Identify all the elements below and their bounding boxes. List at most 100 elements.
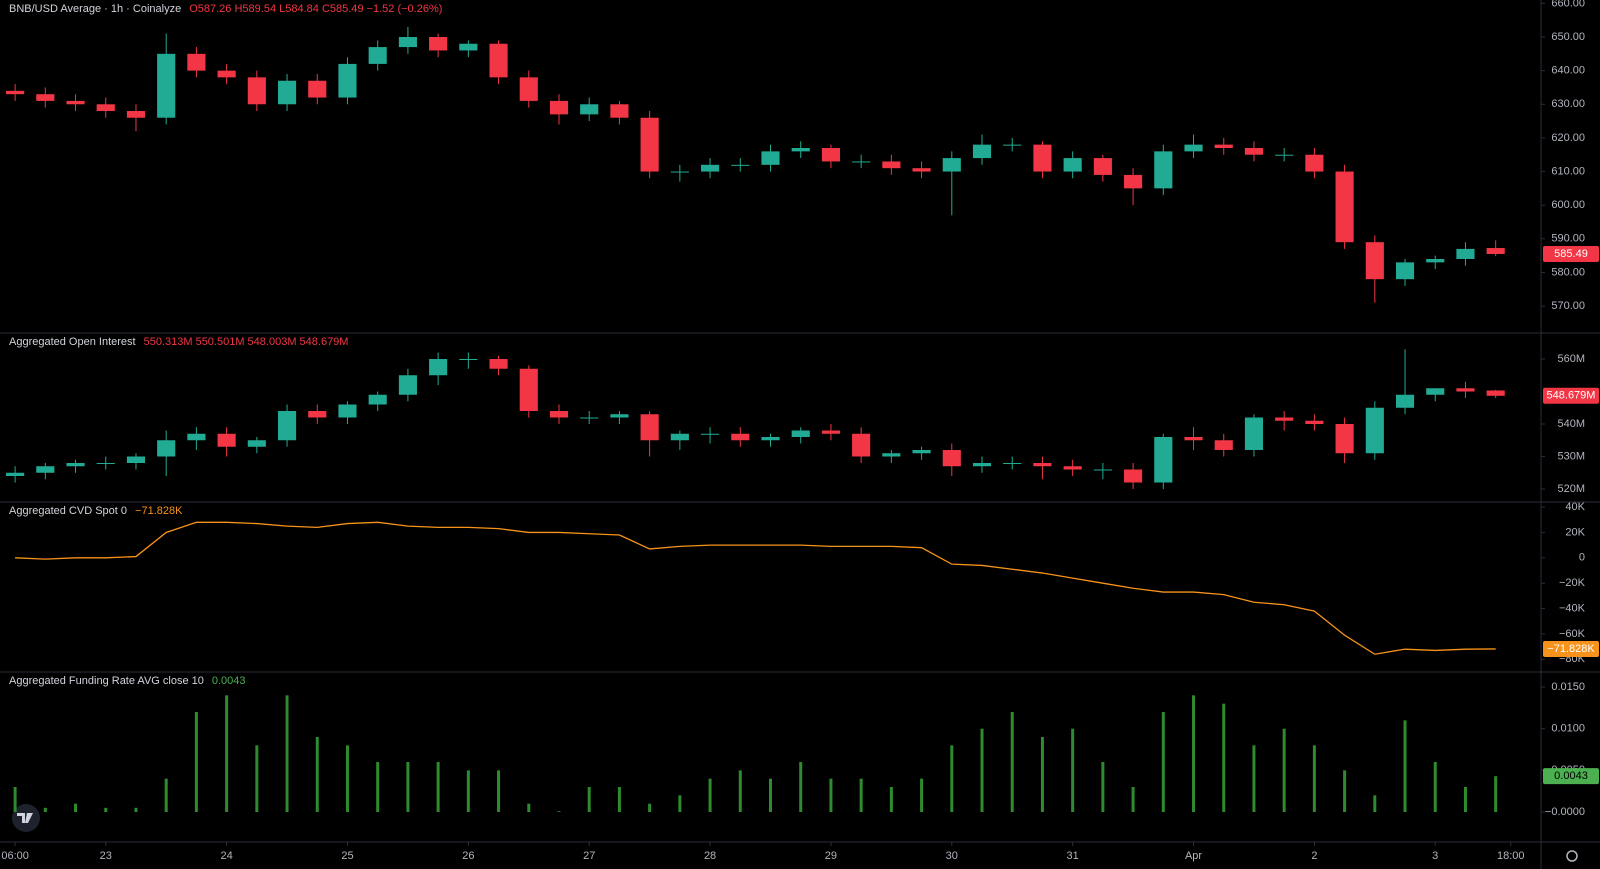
- candle-body: [972, 144, 992, 159]
- candle-body: [126, 456, 146, 463]
- y-tick-label: −20K: [1559, 577, 1586, 589]
- funding-bar: [1494, 776, 1498, 812]
- candle-body: [6, 90, 25, 95]
- cvd-line: [15, 521, 1496, 655]
- last-value-box: [1543, 768, 1599, 785]
- candle-body: [942, 450, 961, 467]
- funding-bar: [829, 778, 833, 812]
- candle-body: [670, 171, 689, 173]
- funding-bar: [799, 762, 803, 812]
- candle-body: [338, 404, 357, 418]
- candle-body: [1033, 144, 1052, 172]
- settings[interactable]: [1566, 850, 1578, 862]
- candle-body: [610, 414, 629, 418]
- funding-bar: [134, 807, 138, 812]
- x-tick-label: 28: [704, 850, 716, 862]
- funding-bar: [1161, 712, 1165, 812]
- pane-title: Aggregated CVD Spot 0: [9, 505, 127, 517]
- candle-body: [459, 43, 478, 51]
- candle-body: [429, 37, 448, 51]
- candle-body: [519, 77, 538, 101]
- funding-bar: [859, 778, 863, 812]
- candle-body: [972, 463, 992, 467]
- pane-title: BNB/USD Average · 1h · Coinalyze: [9, 3, 181, 15]
- candle-body: [1184, 144, 1203, 152]
- candle-body: [217, 70, 236, 78]
- y-tick-label: −60K: [1559, 628, 1586, 640]
- candle-body: [1365, 242, 1384, 280]
- candle-body: [791, 148, 810, 152]
- funding-bar: [1252, 745, 1256, 812]
- candle-body: [217, 433, 236, 447]
- x-tick-label: 2: [1311, 850, 1317, 862]
- funding-bar: [950, 745, 954, 812]
- last-value-box: [1543, 245, 1599, 262]
- y-tick-label: 600.00: [1551, 199, 1585, 211]
- funding-bar: [980, 728, 984, 812]
- funding-bar: [497, 770, 501, 812]
- funding-bar: [1282, 728, 1286, 812]
- pane-header-value: O587.26 H589.54 L584.84 C585.49 −1.52 (−…: [189, 3, 442, 15]
- funding-bar: [1463, 787, 1467, 812]
- y-tick-label: 570.00: [1551, 300, 1585, 312]
- pane-header-value: 0.0043: [212, 675, 246, 687]
- x-tick-label: 18:00: [1497, 850, 1525, 862]
- candle-body: [1335, 171, 1354, 243]
- candle-body: [1426, 388, 1445, 395]
- candle-body: [549, 411, 569, 418]
- candle-body: [459, 359, 478, 360]
- funding-bar: [376, 762, 380, 812]
- funding-bar: [1131, 787, 1135, 812]
- candle-body: [1063, 158, 1082, 172]
- funding-bar: [920, 778, 924, 812]
- candle-body: [1003, 144, 1022, 146]
- candle-body: [277, 411, 297, 441]
- settings-icon[interactable]: [1566, 850, 1578, 862]
- candle-body: [308, 80, 327, 98]
- candle-body: [882, 453, 901, 457]
- candle-body: [1154, 151, 1173, 189]
- candle-body: [1335, 424, 1354, 454]
- funding-bar: [1040, 737, 1044, 812]
- funding-bar: [678, 795, 682, 812]
- candle-body: [247, 440, 266, 447]
- pane-header-value: 550.313M 550.501M 548.003M 548.679M: [144, 336, 349, 348]
- last-value-box: [1543, 640, 1599, 657]
- y-tick-label: 0: [1579, 552, 1585, 564]
- funding-bar: [648, 803, 652, 812]
- funding-bar: [466, 770, 470, 812]
- funding-bar: [1222, 703, 1226, 812]
- candle-body: [277, 80, 297, 105]
- pane-title: Aggregated Funding Rate AVG close 10: [9, 675, 204, 687]
- funding-bar: [164, 778, 168, 812]
- x-tick-label: 06:00: [1, 850, 29, 862]
- logo-glyph[interactable]: [17, 813, 33, 823]
- funding-bar: [345, 745, 349, 812]
- series: [15, 521, 1496, 655]
- funding-bar: [225, 695, 229, 812]
- y-tick-label: 560M: [1557, 353, 1585, 365]
- funding-bar: [708, 778, 712, 812]
- candle-body: [701, 164, 720, 172]
- candle-body: [1456, 388, 1475, 392]
- funding-bar: [13, 787, 17, 812]
- funding-bar: [889, 787, 893, 812]
- candle-body: [852, 161, 871, 163]
- funding-bar: [194, 712, 198, 812]
- candle-body: [821, 430, 840, 434]
- candle-body: [1305, 154, 1324, 172]
- candle-body: [308, 411, 327, 418]
- candle-body: [1063, 466, 1082, 470]
- funding-bar: [406, 762, 410, 812]
- candle-body: [157, 53, 176, 118]
- candle-body: [670, 433, 689, 441]
- last-value-label: −71.828K: [1547, 643, 1595, 655]
- candle-body: [126, 111, 146, 118]
- funding-bar: [617, 787, 621, 812]
- candle-body: [549, 100, 569, 115]
- logo[interactable]: [12, 804, 40, 832]
- y-tick-label: −0.0000: [1545, 806, 1585, 818]
- candle-body: [6, 472, 25, 476]
- y-tick-label: 0.0150: [1551, 681, 1585, 693]
